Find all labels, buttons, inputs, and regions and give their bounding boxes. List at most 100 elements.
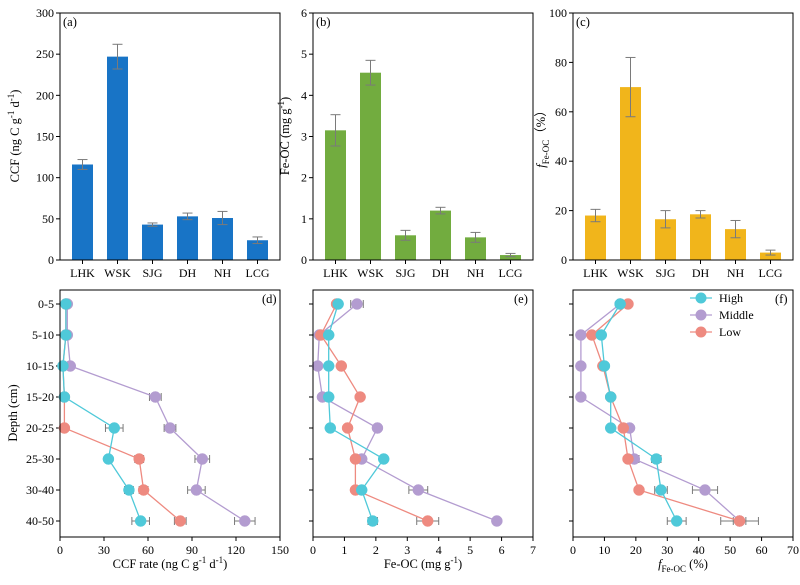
panel-d-depth-label: 20-25 [26,421,54,435]
panel-d-low-point [137,484,150,496]
panel-d-xtick-label: 0 [57,543,63,557]
panel-a-bar [107,56,128,261]
panel-f-low-point [622,453,634,465]
panel-c-xtick-label: LHK [583,266,608,280]
panel-e-frame [312,289,534,538]
panel-b-bar [325,130,346,260]
panel-e-low-line [320,303,428,522]
panel-d-high-point [60,298,72,310]
panel-b-xtick-label: NH [467,266,485,280]
panel-e-middle-point [491,515,503,527]
panel-c-ytick-label: 80 [555,55,567,69]
panel-d-middle-point [196,453,209,465]
panel-d-xtick-label: 120 [227,543,245,557]
panel-f-high-point [598,360,611,372]
panel-a-ylabel: CCF (ng C g-1 d-1) [6,90,22,183]
panel-b: 0 1 2 3 4 5 6 LHK WSK SJG DH NH LCG (b) Fe-OC (mg g-… [276,6,534,280]
panel-c-xtick-label: LCG [759,266,783,280]
panel-d-frame [59,289,281,538]
panel-d-xtick-label: 150 [271,543,289,557]
panel-d-high-point [108,422,121,434]
panel-a-xtick-label: LCG [246,266,270,280]
legend-item-low: Low [690,325,741,339]
panel-d-middle-point [149,391,162,403]
panel-c-label: (c) [576,15,590,29]
panel-b-xtick-label: SJG [395,266,415,280]
panel-f-low-point [633,484,645,496]
panel-e-low-point [335,360,348,372]
panel-a-ytick-label: 200 [36,88,54,102]
panel-b-xtick-label: WSK [357,266,384,280]
panel-e-label: (e) [514,292,528,306]
panel-e-xtick-label: 7 [530,543,536,557]
panel-d-depth-label: 25-30 [26,452,54,466]
panel-f-xtick-label: 70 [787,543,799,557]
panel-e-lines: 0 1 2 3 4 5 6 7 [309,298,536,557]
panel-d-high-point [57,360,69,372]
panel-d-depth-label: 40-50 [26,514,54,528]
panel-e-xtick-label: 0 [310,543,316,557]
panel-f-xtick-label: 60 [756,543,768,557]
panel-f-xtick-label: 20 [630,543,642,557]
panel-f-middle-point [575,391,587,403]
panel-b-bar [360,72,381,260]
panel-a-ytick-label: 100 [36,171,54,185]
panel-c-xtick-label: WSK [617,266,644,280]
panel-d-high-point [60,329,72,341]
panel-f-high-point [595,329,608,341]
panel-c-bar [620,87,641,260]
panel-f-high-point [655,484,667,496]
panel-a-xtick-label: SJG [142,266,162,280]
panel-a-bar [72,164,93,260]
panel-a-xtick-label: WSK [104,266,131,280]
panel-c-frame [572,12,794,261]
panel-e-xtick-label: 3 [404,543,410,557]
panel-e-xtick-label: 6 [499,543,505,557]
panel-c: 0 20 40 60 80 100 LHK WSK SJG DH NH LCG (c) fFe-OC（… [534,6,794,280]
panel-d-xtick-label: 60 [142,543,154,557]
panel-c-bar [690,214,711,260]
panel-f-middle-point [575,360,587,372]
panel-e: 0 1 2 3 4 5 6 7 (e) Fe-OC (mg g-1) [309,289,536,571]
legend-middle-marker [695,309,707,321]
panel-b-ytick-label: 5 [301,47,307,61]
panel-b-ytick-label: 1 [301,212,307,226]
panel-a-ytick-label: 300 [36,6,54,20]
panel-b-bar [395,235,416,260]
panel-e-high-point [324,422,337,434]
panel-c-ytick-label: 40 [555,154,567,168]
panel-e-low-point [349,453,362,465]
panel-c-bar [725,229,746,260]
panel-d-middle-point [190,484,203,496]
panel-c-bar [585,215,606,260]
panel-f-high-point [650,453,663,465]
panel-d-depth-label: 0-5 [38,297,54,311]
panel-d-high-point [134,515,147,527]
panel-b-bar [500,255,521,260]
panel-f-frame [572,289,794,538]
panel-b-bar [430,210,451,260]
legend-item-high: High [690,291,743,305]
panel-e-high-point [322,360,335,372]
panel-d-label: (d) [262,292,277,306]
panel-d-high-point [102,453,115,465]
panel-d-middle-point [164,422,176,434]
panel-c-ytick-label: 100 [549,6,567,20]
panel-c-xtick-label: SJG [655,266,675,280]
panel-b-xtick-label: LHK [323,266,348,280]
panel-f-lines: 0 10 20 30 40 50 60 70 [569,298,799,557]
panel-e-high-point [377,453,390,465]
panel-c-bar [655,219,676,260]
panel-b-ytick-label: 0 [301,253,307,267]
panel-e-low-point [341,422,354,434]
panel-d-xlabel: CCF rate (ng C g-1 d-1) [113,555,228,571]
panel-d-xtick-label: 30 [98,543,110,557]
panel-f-middle-point [575,329,587,341]
legend-high-label: High [719,291,743,305]
panel-a-ytick-label: 0 [48,253,54,267]
panel-b-frame [312,12,534,261]
panel-d-low-point [174,515,187,527]
panel-d-depth-label: 30-40 [26,483,54,497]
panel-f-high-point [670,515,683,527]
